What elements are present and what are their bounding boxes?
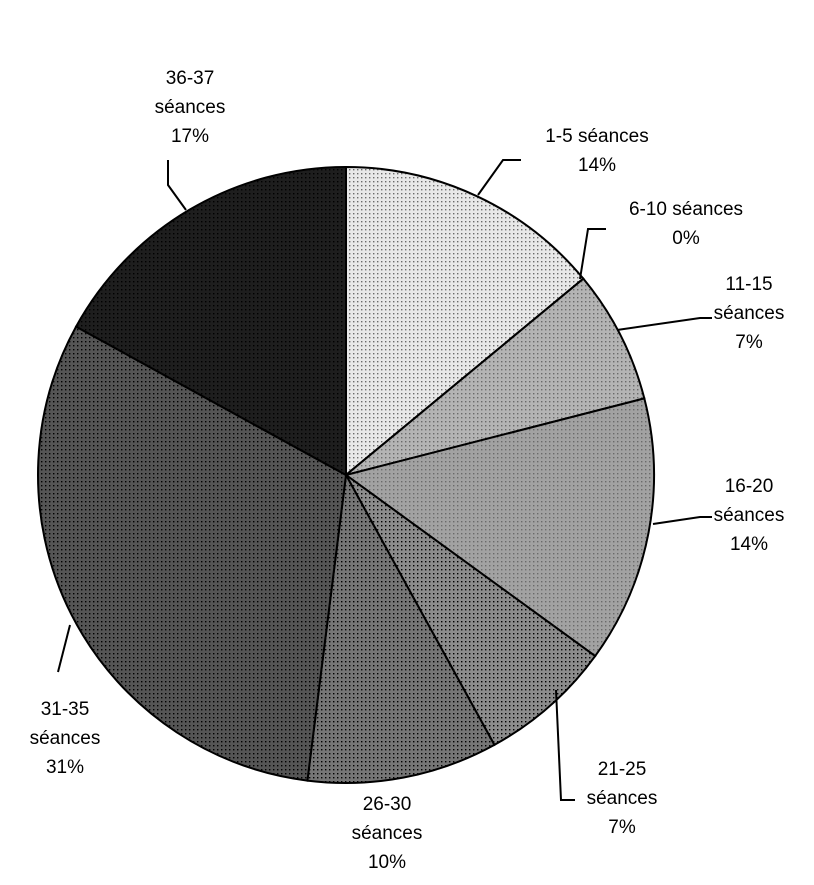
slice-label-line: 7% (608, 817, 636, 838)
leader-line-4 (555, 689, 575, 801)
slice-label-line: séances (352, 823, 423, 844)
slice-label-line: 0% (672, 228, 700, 249)
leader-line-6 (57, 624, 71, 673)
slice-label-line: 21-25 (598, 759, 647, 780)
slice-label-line: séances (155, 97, 226, 118)
slice-label-6: 31-35 séances 31% (30, 699, 101, 778)
leader-line-7 (167, 160, 187, 211)
slice-label-line: 17% (171, 126, 209, 147)
leader-line-3 (652, 516, 712, 525)
slice-label-2: 11-15 séances 7% (714, 274, 785, 353)
slice-label-7: 36-37 séances 17% (155, 68, 226, 147)
slice-label-line: 14% (730, 534, 768, 555)
slice-label-line: 10% (368, 852, 406, 873)
slice-label-1: 6-10 séances 0% (629, 199, 743, 249)
slice-label-line: 36-37 (166, 68, 215, 89)
slice-label-line: 11-15 (725, 274, 772, 295)
pie-slice-3 (343, 397, 655, 658)
leader-line-1 (579, 228, 606, 280)
slice-label-line: 31% (46, 757, 84, 778)
slice-label-line: séances (714, 303, 785, 324)
slice-label-line: 1-5 séances (545, 126, 649, 147)
slice-label-line: 6-10 séances (629, 199, 743, 220)
slice-label-0: 1-5 séances 14% (545, 126, 649, 176)
slices-layer (37, 165, 655, 784)
leader-lines-layer (57, 159, 712, 801)
slice-label-line: 16-20 (725, 476, 774, 497)
pie-slice-6 (37, 325, 348, 782)
slice-label-line: 26-30 (363, 794, 412, 815)
pie-slice-4 (345, 474, 597, 747)
slice-label-line: 14% (578, 155, 616, 176)
slice-label-3: 16-20 séances 14% (714, 476, 785, 555)
slice-labels-layer: 1-5 séances 14% 6-10 séances 0% 11-15 séances… (30, 68, 785, 873)
slice-label-line: 31-35 (41, 699, 90, 720)
slice-label-line: séances (587, 788, 658, 809)
slice-label-line: séances (714, 505, 785, 526)
slice-label-4: 21-25 séances 7% (587, 759, 658, 838)
pie-slice-0 (345, 165, 585, 478)
slice-label-line: séances (30, 728, 101, 749)
pie-slice-5 (306, 471, 496, 784)
slice-label-5: 26-30 séances 10% (352, 794, 423, 873)
pie-slice-2 (345, 277, 646, 476)
leader-line-0 (477, 159, 521, 196)
slice-label-line: 7% (735, 332, 763, 353)
pie-slice-7 (74, 165, 347, 477)
leader-line-2 (616, 317, 712, 331)
